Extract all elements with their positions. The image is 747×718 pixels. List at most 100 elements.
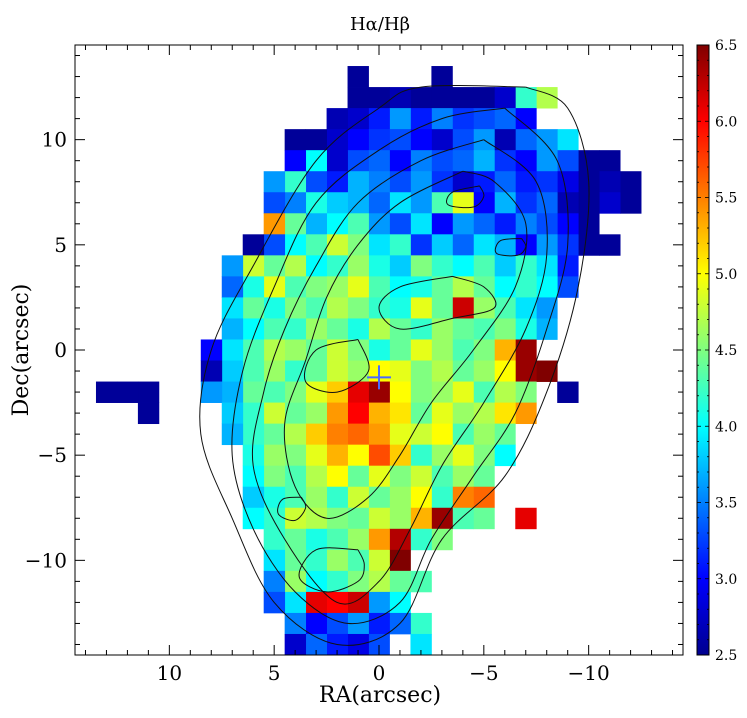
heatmap-cell — [326, 444, 348, 467]
heatmap-cell — [347, 591, 369, 614]
heatmap-cell — [284, 255, 307, 277]
heatmap-cell — [263, 297, 286, 319]
heatmap-cell — [431, 171, 453, 193]
heatmap-cell — [389, 507, 411, 530]
heatmap-cell — [347, 213, 369, 235]
heatmap-cell — [452, 276, 474, 298]
heatmap-cell — [263, 549, 286, 572]
heatmap-cell — [368, 444, 390, 467]
heatmap-cell — [137, 381, 160, 403]
heatmap-cell — [389, 360, 411, 382]
heatmap-cell — [284, 591, 307, 614]
heatmap-cell — [452, 444, 474, 467]
heatmap-cell — [452, 255, 474, 277]
heatmap-cell — [305, 213, 327, 235]
colorbar-tick-label: 4.0 — [715, 419, 737, 435]
heatmap-cell — [284, 633, 307, 655]
y-tick-label: 0 — [54, 338, 67, 362]
contour-line — [304, 339, 370, 393]
heatmap-cell — [368, 276, 390, 298]
heatmap-cell — [368, 87, 390, 109]
heatmap-cell — [284, 297, 307, 319]
colorbar-tick-label: 4.5 — [715, 343, 737, 359]
heatmap-cell — [431, 213, 453, 235]
heatmap-cell — [452, 381, 474, 403]
heatmap-cell — [347, 528, 369, 551]
heatmap-cell — [515, 171, 537, 193]
heatmap-cell — [536, 171, 558, 193]
heatmap-cell — [389, 87, 411, 109]
heatmap-cell — [326, 549, 348, 572]
heatmap-cell — [389, 423, 411, 446]
heatmap-cell — [347, 87, 369, 109]
heatmap-cell — [431, 129, 453, 151]
heatmap-cell — [494, 339, 516, 361]
contour-line — [446, 185, 485, 209]
heatmap-cell — [515, 150, 537, 172]
heatmap-cell — [368, 507, 390, 530]
heatmap-cell — [221, 318, 244, 340]
colorbar-tick-label: 6.5 — [715, 38, 737, 54]
heatmap-cell — [473, 171, 495, 193]
heatmap-cell — [368, 402, 390, 425]
x-tick-label: 5 — [268, 661, 281, 685]
contour-line — [283, 170, 528, 519]
heatmap-cell — [494, 108, 516, 130]
heatmap-cell — [221, 339, 244, 361]
heatmap-cell — [473, 381, 495, 403]
heatmap-cell — [515, 87, 537, 109]
heatmap-cell — [263, 192, 286, 214]
heatmap-cell — [410, 486, 432, 509]
heatmap-cell — [347, 66, 369, 88]
heatmap-cell — [410, 213, 432, 235]
heatmap-cell — [242, 402, 265, 425]
heatmap-cell — [410, 339, 432, 361]
heatmap-cell — [410, 255, 432, 277]
heatmap-cell — [221, 402, 244, 425]
heatmap-cell — [347, 129, 369, 151]
heatmap-cell — [242, 507, 265, 530]
heatmap-cell — [263, 213, 286, 235]
heatmap-cell — [305, 612, 327, 635]
heatmap-cell — [410, 192, 432, 214]
heatmap-cell — [536, 192, 558, 214]
heatmap-cell — [473, 255, 495, 277]
heatmap-cell — [473, 423, 495, 446]
heatmap-cell — [410, 423, 432, 446]
heatmap-cell — [347, 339, 369, 361]
heatmap-cell — [95, 381, 118, 403]
heatmap-cell — [242, 423, 265, 446]
heatmap-cell — [431, 66, 453, 88]
heatmap-cell — [389, 297, 411, 319]
heatmap-cell — [263, 381, 286, 403]
heatmap-cell — [284, 381, 307, 403]
heatmap-cell — [305, 633, 327, 655]
heatmap-cell — [263, 234, 286, 256]
heatmap-cell — [494, 213, 516, 235]
heatmap-cell — [263, 339, 286, 361]
contour-line — [251, 139, 548, 605]
heatmap-cell — [284, 339, 307, 361]
heatmap-cell — [326, 339, 348, 361]
colorbar-tick-label: 2.5 — [715, 648, 737, 664]
heatmap-cell — [452, 465, 474, 488]
heatmap-cell — [305, 591, 327, 614]
heatmap-cell — [284, 150, 307, 172]
heatmap-cell — [368, 591, 390, 614]
heatmap-cell — [431, 150, 453, 172]
colorbar-tick-label: 6.0 — [715, 114, 737, 130]
heatmap-cell — [368, 192, 390, 214]
heatmap-cell — [536, 276, 558, 298]
y-tick-label: 5 — [54, 233, 67, 257]
heatmap-cell — [368, 381, 390, 403]
heatmap-cell — [347, 318, 369, 340]
heatmap-cell — [410, 465, 432, 488]
heatmap-cell — [263, 402, 286, 425]
heatmap-cell — [473, 402, 495, 425]
heatmap-cell — [242, 444, 265, 467]
heatmap-cell — [200, 360, 223, 382]
heatmap-cell — [368, 234, 390, 256]
heatmap-cell — [347, 150, 369, 172]
heatmap-cell — [305, 402, 327, 425]
heatmap-cell — [536, 255, 558, 277]
